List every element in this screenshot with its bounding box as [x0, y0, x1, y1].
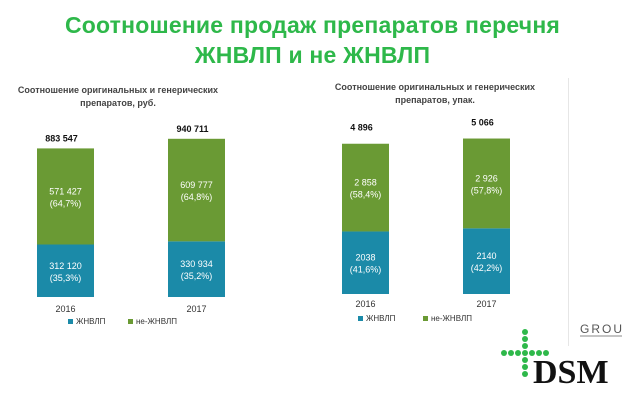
logo-svg: GROUP DSM [501, 322, 625, 391]
data-label-ne-zhnvlp-value: 571 427 [49, 186, 82, 196]
logo-dot [522, 350, 528, 356]
bar-zhnvlp-2016 [37, 244, 94, 297]
data-label-ne-zhnvlp-percent: (64,7%) [50, 198, 82, 208]
bar-ne-zhnvlp-2017 [463, 138, 510, 229]
logo-dot [522, 343, 528, 349]
data-label-zhnvlp-percent: (42,2%) [471, 263, 503, 273]
bar-zhnvlp-2017 [463, 228, 510, 294]
logo-dot [501, 350, 507, 356]
bar-zhnvlp-2016 [342, 231, 389, 294]
data-label-ne-zhnvlp-value: 609 777 [180, 180, 213, 190]
legend-swatch-zhnvlp [358, 316, 363, 321]
bar-ne-zhnvlp-2016 [37, 148, 94, 245]
legend-label-zhnvlp: ЖНВЛП [366, 314, 396, 323]
logo-dot [536, 350, 542, 356]
logo-group-text: GROUP [580, 322, 624, 336]
legend-label-ne-zhnvlp: не-ЖНВЛП [136, 317, 177, 326]
x-tick-label: 2016 [55, 304, 75, 314]
data-label-zhnvlp-value: 2140 [476, 251, 496, 261]
data-label-ne-zhnvlp-value: 2 926 [475, 173, 498, 183]
legend-label-zhnvlp: ЖНВЛП [76, 317, 106, 326]
logo-dot [522, 336, 528, 342]
data-label-ne-zhnvlp-percent: (58,4%) [350, 190, 382, 200]
logo-dot [508, 350, 514, 356]
legend-label-ne-zhnvlp: не-ЖНВЛП [431, 314, 472, 323]
total-label-2017: 5 066 [471, 118, 494, 128]
logo-dsm-text: DSM [533, 354, 609, 391]
bar-zhnvlp-2017 [168, 241, 225, 297]
total-label-2016: 883 547 [45, 133, 78, 143]
data-label-ne-zhnvlp-percent: (57,8%) [471, 185, 503, 195]
green-dot-cross-icon [501, 329, 622, 377]
chart-title-line: Соотношение оригинальных и генерических [18, 85, 218, 95]
legend-swatch-zhnvlp [68, 319, 73, 324]
chart-title-line: препаратов, упак. [395, 95, 475, 105]
chart-panel-pack: Соотношение оригинальных и генерических п… [318, 78, 569, 346]
legend-swatch-ne-zhnvlp [423, 316, 428, 321]
page-title-line-2: ЖНВЛП и не ЖНВЛП [194, 42, 431, 68]
data-label-zhnvlp-value: 2038 [355, 253, 375, 263]
x-tick-label: 2017 [186, 304, 206, 314]
chart-panel-rub: Соотношение оригинальных и генерических п… [0, 78, 305, 338]
bar-ne-zhnvlp-2016 [342, 143, 389, 232]
legend-swatch-ne-zhnvlp [128, 319, 133, 324]
logo-dot [529, 350, 535, 356]
page-title: Соотношение продаж препаратов перечня ЖН… [0, 10, 625, 70]
total-label-2017: 940 711 [176, 124, 208, 134]
stacked-bar-chart-pack: Соотношение оригинальных и генерических п… [335, 82, 535, 323]
logo-dot [515, 350, 521, 356]
page-title-line-1: Соотношение продаж препаратов перечня [64, 12, 561, 38]
logo-dot [522, 371, 528, 377]
logo-dot [522, 357, 528, 363]
dsm-group-logo: GROUP DSM [496, 316, 625, 396]
logo-dot [522, 364, 528, 370]
logo-dot [522, 329, 528, 335]
x-tick-label: 2017 [476, 299, 496, 309]
data-label-zhnvlp-percent: (35,3%) [50, 273, 82, 283]
bar-ne-zhnvlp-2017 [168, 138, 225, 242]
chart-title-line: препаратов, руб. [80, 98, 156, 108]
data-label-ne-zhnvlp-percent: (64,8%) [181, 192, 213, 202]
stacked-bar-chart-rub: Соотношение оригинальных и генерических п… [18, 85, 225, 326]
logo-dot [543, 350, 549, 356]
data-label-zhnvlp-value: 312 120 [49, 261, 82, 271]
x-tick-label: 2016 [355, 299, 375, 309]
data-label-ne-zhnvlp-value: 2 858 [354, 178, 377, 188]
data-label-zhnvlp-value: 330 934 [180, 259, 213, 269]
data-label-zhnvlp-percent: (41,6%) [350, 265, 382, 275]
data-label-zhnvlp-percent: (35,2%) [181, 271, 213, 281]
chart-title-line: Соотношение оригинальных и генерических [335, 82, 535, 92]
total-label-2016: 4 896 [350, 123, 373, 133]
